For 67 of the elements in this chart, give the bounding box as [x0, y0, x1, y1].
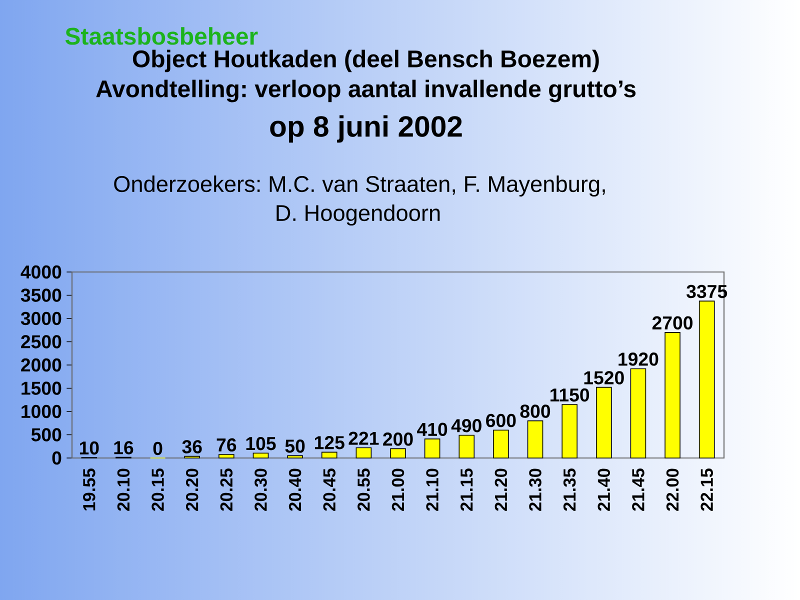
bar [287, 455, 303, 458]
x-tick-label: 20.25 [220, 468, 233, 511]
data-label: 2700 [652, 316, 693, 330]
x-tick-label: 21.45 [632, 468, 644, 511]
x-tick-label: 21.35 [563, 468, 576, 511]
bar [562, 404, 578, 458]
data-label: 105 [246, 436, 276, 450]
x-tick-label: 19.55 [83, 468, 96, 510]
bar [390, 448, 406, 458]
y-tick-label: 3500 [20, 288, 62, 302]
x-tick-label: 22.00 [666, 468, 679, 511]
y-tick-label: 500 [31, 428, 62, 442]
data-label: 221 [348, 432, 379, 445]
y-tick-label: 4000 [20, 265, 62, 279]
y-tick-label: 1500 [22, 382, 62, 395]
x-tick-label: 22.15 [700, 468, 713, 511]
data-label: 16 [114, 441, 134, 454]
data-label: 76 [216, 438, 236, 452]
bar [458, 434, 475, 458]
data-label: 50 [285, 440, 305, 453]
bar [664, 332, 680, 458]
x-tick-label: 21.15 [460, 468, 473, 511]
chart-title: Object Houtkaden (deel Bensch Boezem) [132, 50, 599, 72]
text: D. Hoogendoorn [276, 204, 440, 226]
text: op 8 juni 2002 [270, 115, 462, 143]
data-label: 800 [520, 404, 550, 418]
data-label: 10 [80, 441, 99, 455]
data-label: 0 [153, 442, 162, 456]
bar [321, 452, 338, 458]
x-tick-label: 21.00 [392, 468, 404, 511]
data-label: 200 [383, 432, 413, 446]
bar [698, 300, 715, 458]
bar [356, 447, 372, 458]
bar [218, 454, 234, 458]
x-tick-label: 20.40 [288, 468, 302, 511]
data-label: 125 [314, 436, 344, 450]
data-label: 1920 [618, 352, 658, 366]
chart-subtitle: Avondtelling: verloop aantal invallende grutto’s [96, 80, 636, 102]
bar [252, 452, 269, 458]
y-tick-label: 2000 [21, 358, 62, 372]
y-tick-label: 2500 [21, 335, 62, 348]
data-label: 1150 [550, 388, 590, 402]
x-tick-label: 20.55 [358, 468, 370, 511]
y-tick-label: 1000 [22, 404, 62, 418]
data-label: 490 [451, 419, 482, 432]
x-tick-label: 20.10 [117, 468, 130, 511]
bar [527, 420, 544, 458]
y-tick-label: 0 [52, 451, 62, 465]
bar [596, 386, 612, 458]
data-label: 36 [182, 440, 202, 454]
x-tick-label: 21.20 [494, 468, 508, 511]
x-tick-label: 20.30 [254, 468, 267, 511]
x-tick-label: 21.40 [598, 468, 610, 511]
x-tick-label: 21.10 [426, 468, 438, 511]
data-label: 1520 [584, 371, 624, 384]
text: Staatsbosbeheer [65, 27, 258, 45]
data-label: 600 [486, 414, 516, 428]
bar [630, 368, 646, 458]
y-tick-label: 3000 [20, 312, 62, 326]
text: Onderzoekers: M.C. van Straaten, F. Mayenburg, [114, 175, 605, 197]
x-tick-label: 20.45 [323, 468, 336, 511]
bar [424, 438, 440, 458]
x-tick-label: 21.30 [529, 468, 542, 511]
x-tick-label: 20.15 [152, 468, 164, 511]
data-label: 410 [417, 422, 448, 436]
x-tick-label: 20.20 [186, 468, 198, 511]
bar [493, 430, 509, 458]
